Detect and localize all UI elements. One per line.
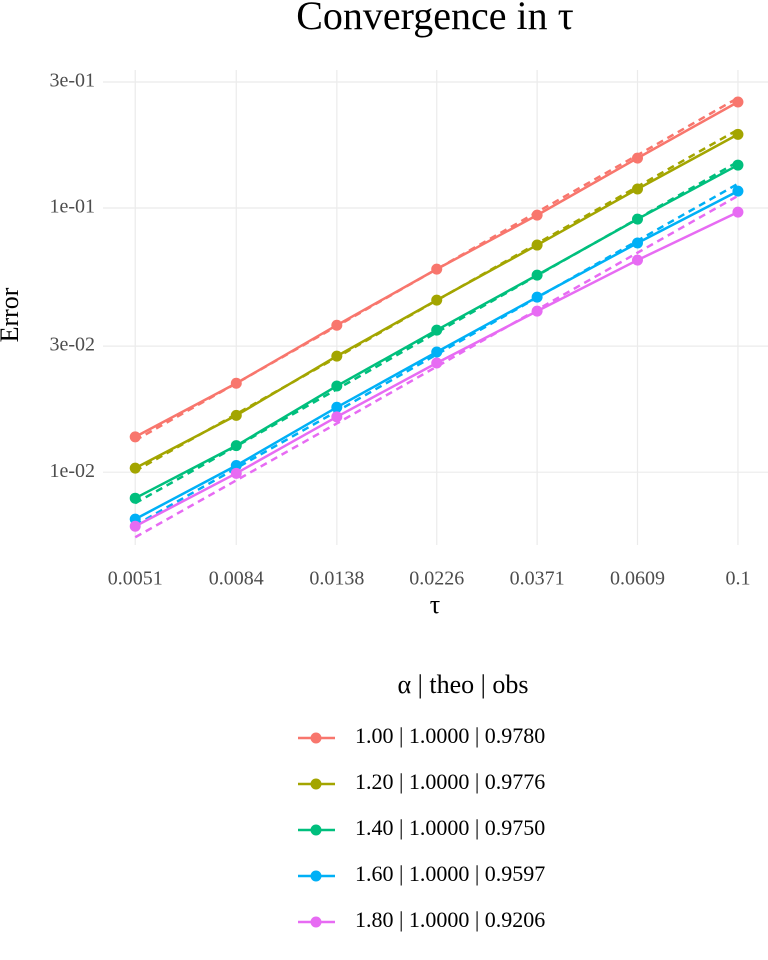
point bbox=[531, 269, 543, 281]
x-tick-label: 0.0138 bbox=[309, 568, 364, 590]
x-tick-label: 0.0051 bbox=[108, 568, 163, 590]
legend-label: 1.40 | 1.0000 | 0.9750 bbox=[355, 815, 545, 840]
x-tick-label: 0.0226 bbox=[409, 568, 464, 590]
y-tick-label: 1e-02 bbox=[49, 460, 95, 482]
legend-point bbox=[310, 778, 322, 790]
point bbox=[431, 324, 443, 336]
legend-label: 1.80 | 1.0000 | 0.9206 bbox=[355, 907, 545, 932]
theo-line bbox=[134, 194, 739, 539]
point bbox=[732, 159, 744, 171]
legend-label: 1.60 | 1.0000 | 0.9597 bbox=[355, 861, 545, 886]
point bbox=[531, 209, 543, 221]
legend-point bbox=[310, 824, 322, 836]
legend-label: 1.20 | 1.0000 | 0.9776 bbox=[355, 769, 545, 794]
x-tick-label: 0.0084 bbox=[209, 568, 264, 590]
point bbox=[631, 254, 643, 266]
legend-title: α | theo | obs bbox=[398, 670, 529, 699]
y-tick-label: 3e-01 bbox=[49, 70, 95, 92]
point bbox=[431, 357, 443, 369]
point bbox=[531, 305, 543, 317]
point bbox=[230, 377, 242, 389]
x-tick-label: 0.1 bbox=[725, 568, 750, 590]
chart-title: Convergence in τ bbox=[296, 0, 573, 38]
point bbox=[732, 185, 744, 197]
x-axis-title: τ bbox=[430, 590, 440, 619]
point bbox=[331, 401, 343, 413]
point bbox=[732, 206, 744, 218]
point bbox=[531, 239, 543, 251]
point bbox=[732, 128, 744, 140]
point bbox=[129, 520, 141, 532]
point bbox=[230, 409, 242, 421]
point bbox=[631, 152, 643, 164]
point bbox=[129, 462, 141, 474]
point bbox=[531, 291, 543, 303]
point bbox=[331, 380, 343, 392]
x-tick-label: 0.0371 bbox=[510, 568, 565, 590]
y-axis-title: Error bbox=[0, 287, 24, 342]
point bbox=[431, 294, 443, 306]
point bbox=[331, 319, 343, 331]
point bbox=[631, 237, 643, 249]
point bbox=[129, 492, 141, 504]
legend-label: 1.00 | 1.0000 | 0.9780 bbox=[355, 723, 545, 748]
y-tick-label: 3e-02 bbox=[49, 334, 95, 356]
y-tick-label: 1e-01 bbox=[49, 196, 95, 218]
point bbox=[431, 346, 443, 358]
point bbox=[631, 213, 643, 225]
legend-point bbox=[310, 870, 322, 882]
point bbox=[230, 459, 242, 471]
point bbox=[230, 440, 242, 452]
point bbox=[732, 96, 744, 108]
point bbox=[631, 183, 643, 195]
point bbox=[431, 263, 443, 275]
point bbox=[129, 431, 141, 443]
x-tick-label: 0.0609 bbox=[610, 568, 665, 590]
legend-point bbox=[310, 732, 322, 744]
legend-point bbox=[310, 916, 322, 928]
point bbox=[331, 411, 343, 423]
point bbox=[331, 350, 343, 362]
point bbox=[230, 467, 242, 479]
